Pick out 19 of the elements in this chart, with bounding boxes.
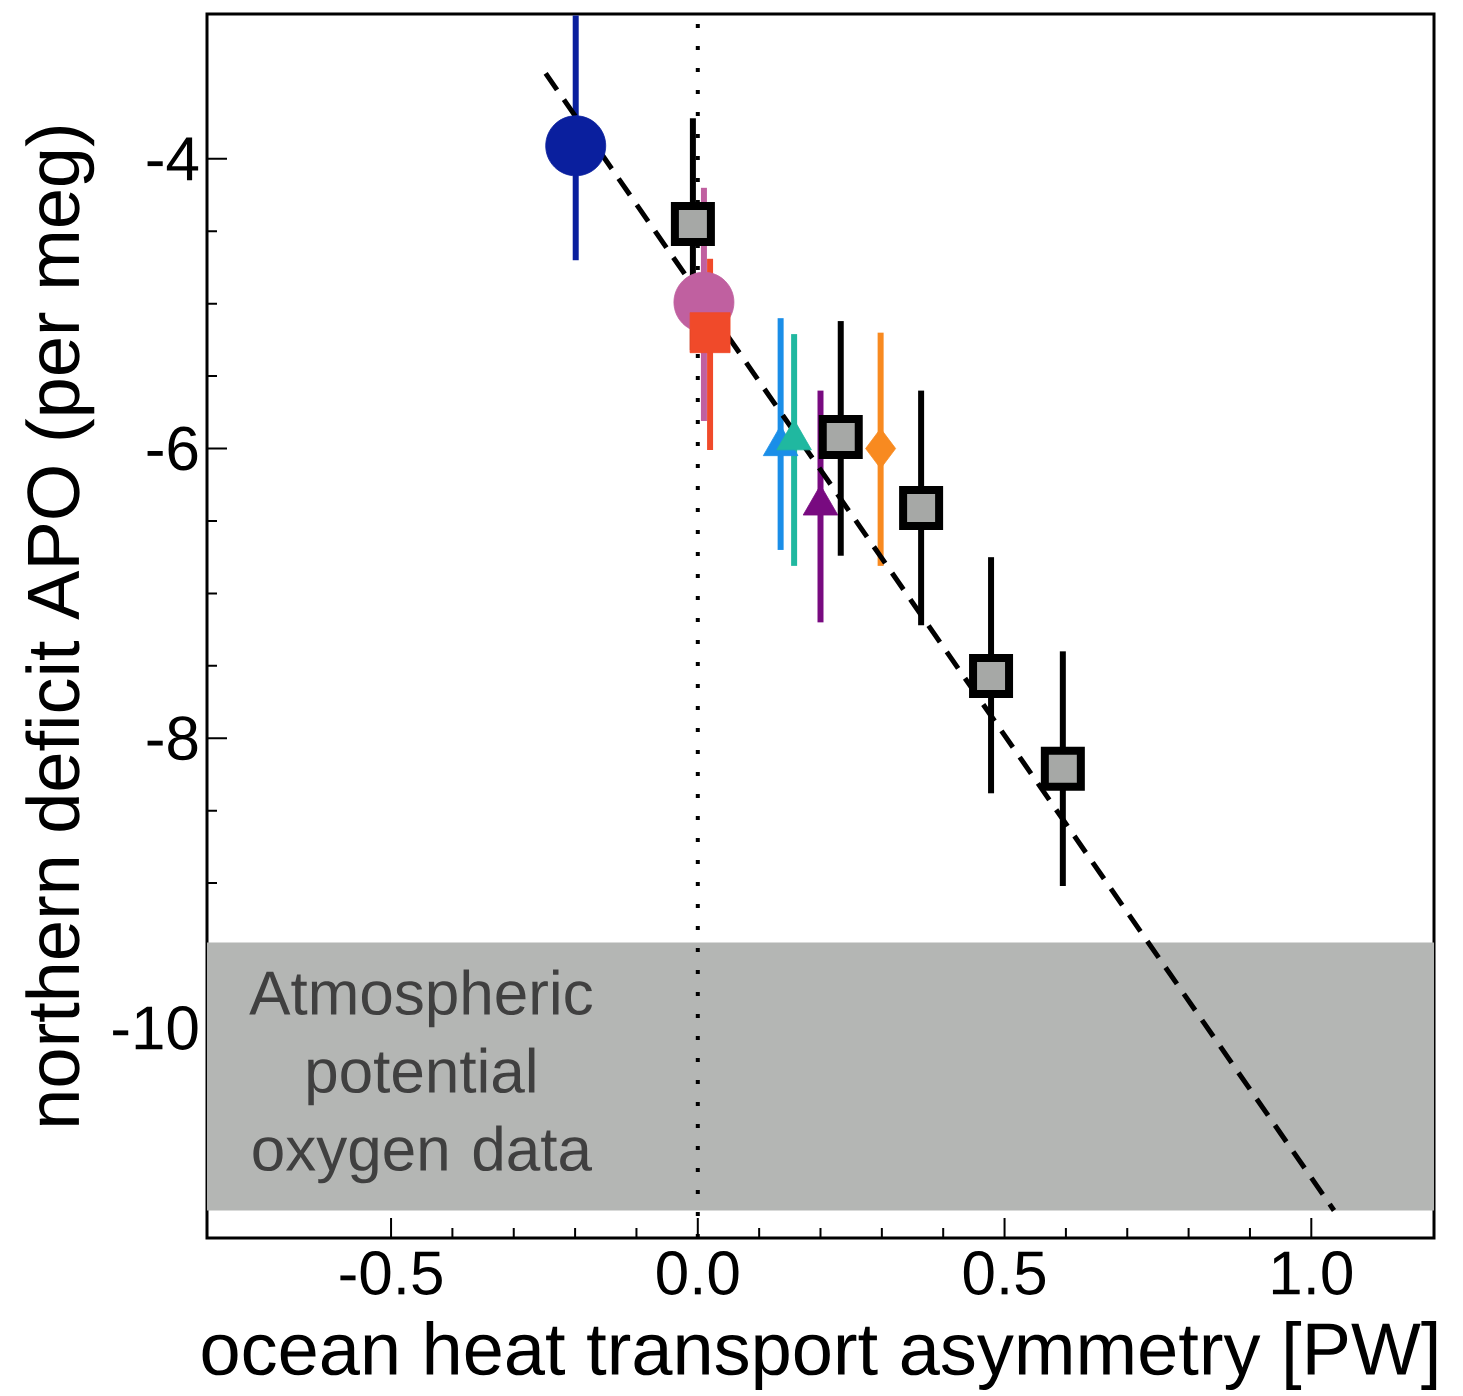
y-tick-label: -6	[147, 426, 198, 471]
point	[969, 653, 1014, 698]
point	[670, 202, 715, 247]
x-tick-label: -0.5	[340, 1251, 442, 1295]
x-axis-title: ocean heat transport asymmetry [PW]	[202, 1321, 1437, 1390]
y-tick-label: -4	[147, 137, 199, 181]
point	[865, 428, 897, 469]
y-axis-title: northern deficit APO (per meg)	[25, 126, 95, 1125]
y-tick-label: -8	[147, 716, 198, 761]
band-label: Atmospheric potential oxygen data	[249, 969, 593, 1184]
point	[899, 485, 944, 530]
x-tick-label: 1.0	[1272, 1251, 1352, 1295]
point	[689, 312, 731, 354]
x-tick-label: 0.5	[963, 1251, 1046, 1295]
x-tick-label: 0.0	[657, 1251, 739, 1295]
point	[545, 115, 607, 177]
y-tick-label: -10	[113, 1006, 198, 1050]
point	[1040, 746, 1085, 791]
point	[818, 414, 863, 459]
